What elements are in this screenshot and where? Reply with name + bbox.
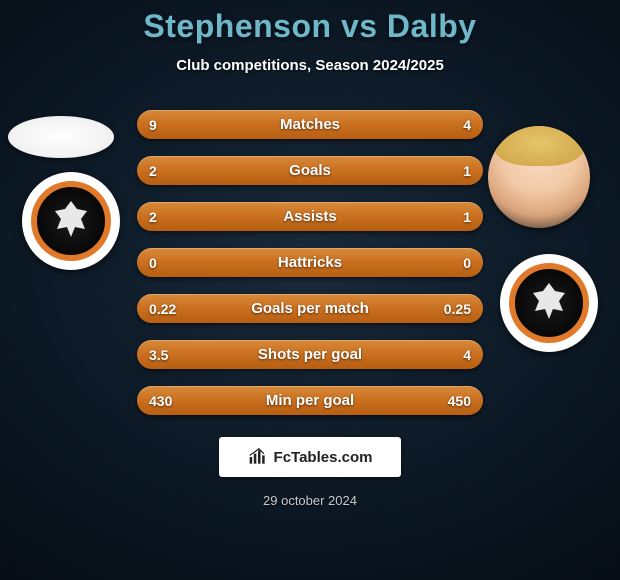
stat-value-right: 0 xyxy=(435,255,471,271)
player-left-club-badge xyxy=(22,172,120,270)
stat-value-right: 1 xyxy=(435,163,471,179)
date-text: 29 october 2024 xyxy=(0,493,620,508)
stat-row: 0.22 Goals per match 0.25 xyxy=(137,294,483,323)
stat-value-left: 2 xyxy=(149,163,185,179)
stat-value-left: 0.22 xyxy=(149,301,185,317)
stat-value-right: 4 xyxy=(435,347,471,363)
player-left-avatar xyxy=(8,116,114,158)
branding-box[interactable]: FcTables.com xyxy=(219,437,401,477)
stat-value-left: 0 xyxy=(149,255,185,271)
stat-value-right: 4 xyxy=(435,117,471,133)
stat-row: 9 Matches 4 xyxy=(137,110,483,139)
stat-value-left: 430 xyxy=(149,393,185,409)
subtitle: Club competitions, Season 2024/2025 xyxy=(0,57,620,74)
stat-value-right: 450 xyxy=(435,393,471,409)
page-title: Stephenson vs Dalby xyxy=(0,8,620,45)
stat-value-left: 9 xyxy=(149,117,185,133)
stats-container: 9 Matches 4 2 Goals 1 2 Assists 1 0 Hatt… xyxy=(137,110,483,415)
stat-value-right: 1 xyxy=(435,209,471,225)
stat-row: 2 Goals 1 xyxy=(137,156,483,185)
branding-label: FcTables.com xyxy=(274,449,373,466)
player-right-club-badge xyxy=(500,254,598,352)
club-crest-icon xyxy=(529,283,569,323)
stat-row: 0 Hattricks 0 xyxy=(137,248,483,277)
club-crest-icon xyxy=(51,201,91,241)
stat-label: Matches xyxy=(137,116,483,133)
chart-bars-icon xyxy=(248,447,268,467)
stat-row: 430 Min per goal 450 xyxy=(137,386,483,415)
stat-row: 3.5 Shots per goal 4 xyxy=(137,340,483,369)
stat-label: Min per goal xyxy=(137,392,483,409)
stat-value-right: 0.25 xyxy=(435,301,471,317)
player-right-avatar xyxy=(488,126,590,228)
stat-label: Assists xyxy=(137,208,483,225)
main-content: Stephenson vs Dalby Club competitions, S… xyxy=(0,0,620,580)
stat-label: Shots per goal xyxy=(137,346,483,363)
stat-row: 2 Assists 1 xyxy=(137,202,483,231)
stat-value-left: 3.5 xyxy=(149,347,185,363)
stat-label: Goals per match xyxy=(137,300,483,317)
stat-value-left: 2 xyxy=(149,209,185,225)
stat-label: Goals xyxy=(137,162,483,179)
stat-label: Hattricks xyxy=(137,254,483,271)
